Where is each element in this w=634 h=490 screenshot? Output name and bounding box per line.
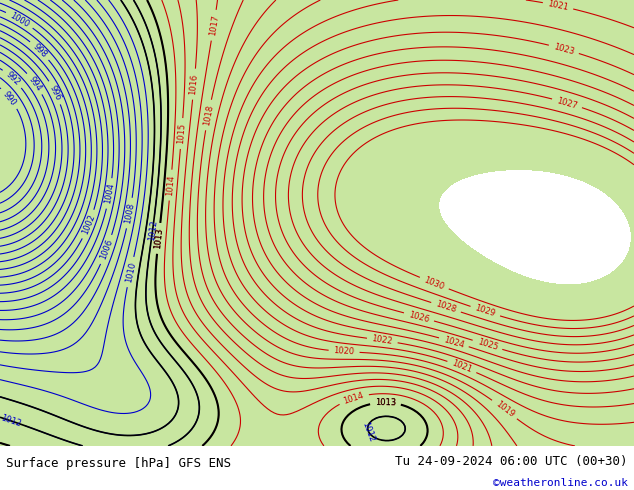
Text: Tu 24-09-2024 06:00 UTC (00+30): Tu 24-09-2024 06:00 UTC (00+30) xyxy=(395,455,628,468)
Text: 1019: 1019 xyxy=(493,399,515,419)
Text: 1014: 1014 xyxy=(342,391,365,406)
Text: 996: 996 xyxy=(48,83,63,101)
Text: 992: 992 xyxy=(4,70,22,87)
Text: 1015: 1015 xyxy=(176,122,187,145)
Text: Surface pressure [hPa] GFS ENS: Surface pressure [hPa] GFS ENS xyxy=(6,457,231,470)
Text: 1024: 1024 xyxy=(443,335,465,349)
Text: 1017: 1017 xyxy=(208,14,220,36)
Text: 1013: 1013 xyxy=(153,227,164,249)
Text: 1004: 1004 xyxy=(103,182,116,205)
Text: 1027: 1027 xyxy=(555,96,578,110)
Text: 1021: 1021 xyxy=(547,0,569,12)
Text: 998: 998 xyxy=(31,42,49,59)
Text: 1013: 1013 xyxy=(375,398,396,407)
Text: 1012: 1012 xyxy=(147,219,158,241)
Text: 1006: 1006 xyxy=(99,238,115,261)
Text: 1013: 1013 xyxy=(153,227,164,249)
Text: 1020: 1020 xyxy=(333,346,355,357)
Text: 1002: 1002 xyxy=(81,213,97,236)
Text: 1016: 1016 xyxy=(188,73,200,95)
Text: 1025: 1025 xyxy=(476,338,499,352)
Text: 990: 990 xyxy=(1,89,18,107)
Text: 1026: 1026 xyxy=(408,310,430,324)
Text: 1028: 1028 xyxy=(434,300,458,315)
Text: ©weatheronline.co.uk: ©weatheronline.co.uk xyxy=(493,478,628,489)
Text: 1012: 1012 xyxy=(361,420,377,443)
Text: 1008: 1008 xyxy=(123,202,136,224)
Text: 1023: 1023 xyxy=(552,42,575,56)
Text: 1014: 1014 xyxy=(165,174,176,196)
Text: 1021: 1021 xyxy=(451,359,474,375)
Text: 1029: 1029 xyxy=(474,304,496,319)
Text: 1000: 1000 xyxy=(8,10,31,29)
Text: 1013: 1013 xyxy=(375,398,396,407)
Text: 1030: 1030 xyxy=(423,275,446,292)
Text: 994: 994 xyxy=(27,74,43,93)
Text: 1010: 1010 xyxy=(124,261,137,283)
Text: 1012: 1012 xyxy=(0,413,22,428)
Text: 1018: 1018 xyxy=(202,104,215,126)
Text: 1022: 1022 xyxy=(372,334,393,346)
